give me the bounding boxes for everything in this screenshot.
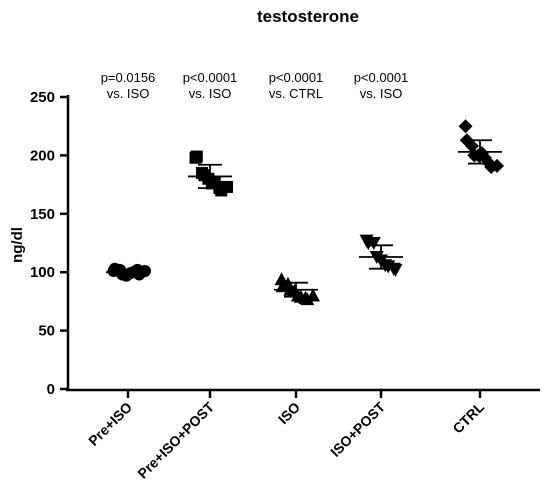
- significance-annotation: vs. ISO: [360, 86, 403, 101]
- x-category-label: Pre+ISO: [85, 399, 135, 449]
- y-ticks: 0 50 100 150 200 250: [30, 89, 68, 398]
- significance-annotation: p<0.0001: [183, 70, 238, 85]
- data-point: [300, 292, 315, 306]
- chart-title: testosterone: [257, 7, 359, 26]
- data-point: [366, 237, 381, 250]
- data-point: [221, 180, 233, 193]
- data-points: [107, 119, 504, 306]
- x-categories: Pre+ISO Pre+ISO+POST ISO ISO+POST CTRL: [85, 390, 487, 482]
- significance-annotation: vs. ISO: [189, 86, 232, 101]
- significance-annotation: p<0.0001: [354, 70, 409, 85]
- significance-annotation: p<0.0001: [269, 70, 324, 85]
- data-point: [190, 150, 203, 163]
- significance-annotation: p=0.0156: [101, 70, 156, 85]
- data-point: [458, 119, 473, 134]
- y-tick-label: 250: [30, 89, 55, 106]
- y-tick-label: 100: [30, 264, 55, 281]
- data-point: [306, 288, 320, 302]
- y-tick-label: 200: [30, 147, 55, 164]
- y-tick-label: 50: [38, 323, 55, 340]
- error-bars: [106, 139, 502, 298]
- data-point: [388, 263, 403, 277]
- data-point: [139, 265, 151, 278]
- significance-annotation: vs. ISO: [107, 86, 150, 101]
- y-tick-label: 0: [47, 381, 55, 398]
- x-category-label: ISO: [275, 399, 303, 427]
- x-category-label: CTRL: [449, 398, 487, 436]
- significance-annotation: vs. CTRL: [269, 86, 323, 101]
- x-category-label: ISO+POST: [327, 398, 388, 459]
- x-category-label: Pre+ISO+POST: [134, 399, 217, 482]
- y-tick-label: 150: [30, 206, 55, 223]
- data-point: [274, 272, 289, 286]
- y-axis-label: ng/dl: [9, 227, 26, 263]
- data-point: [490, 158, 504, 173]
